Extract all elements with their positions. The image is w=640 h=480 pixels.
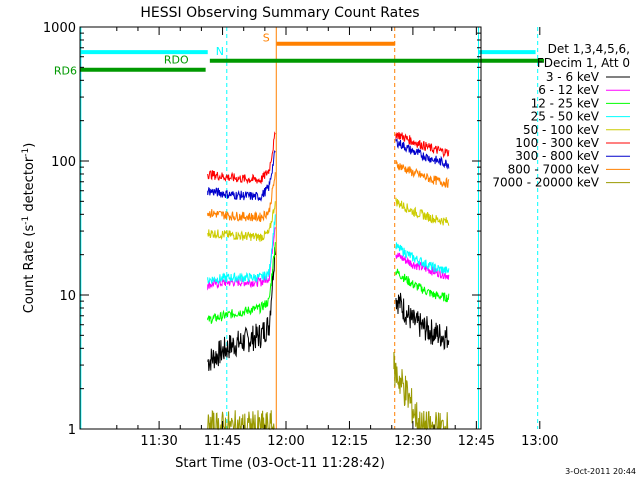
footer-date: 3-Oct-2011 20:44 xyxy=(565,467,636,476)
y-label-mid: detector xyxy=(22,156,37,216)
y-label-sup1: -1 xyxy=(21,216,31,225)
series-line-5-0 xyxy=(207,131,276,185)
series-line-1-0 xyxy=(207,227,276,291)
series-line-0-1 xyxy=(395,292,450,351)
legend-label-8: 7000 - 20000 keV xyxy=(492,176,599,190)
y-label-end: ) xyxy=(22,143,37,148)
plot-frame xyxy=(79,26,482,430)
y-axis-label: Count Rate (s-1 detector-1) xyxy=(21,143,37,314)
series-line-3-1 xyxy=(395,242,450,274)
y-tick-label-1: 10 xyxy=(59,289,76,304)
series-line-0-0 xyxy=(207,247,276,371)
series-line-4-1 xyxy=(395,197,450,226)
legend-label-3: 25 - 50 keV xyxy=(531,110,600,124)
flag-label-n: N xyxy=(216,45,224,58)
chart-title: HESSI Observing Summary Count Rates xyxy=(140,5,419,21)
legend-label-0: 3 - 6 keV xyxy=(546,70,600,84)
legend-label-4: 50 - 100 keV xyxy=(523,123,600,137)
series-line-2-1 xyxy=(395,268,450,303)
x-tick-label-6: 13:00 xyxy=(521,434,558,449)
x-axis-label: Start Time (03-Oct-11 11:28:42) xyxy=(175,456,385,471)
vertical-marker-lines xyxy=(80,27,539,429)
series-line-7-1 xyxy=(395,159,450,188)
axis-ticks: 11:30 11:45 12:00 12:15 12:30 12:45 13:00 1 10 10… xyxy=(43,21,559,449)
series-line-4-0 xyxy=(207,201,276,242)
series-line-3-0 xyxy=(207,214,276,285)
flag-label-s: S xyxy=(263,32,270,45)
series-line-5-1 xyxy=(395,132,450,159)
series-line-6-0 xyxy=(207,150,276,202)
flag-bars: N S RDO RD6 xyxy=(54,32,545,78)
series-line-2-0 xyxy=(207,242,276,324)
legend-label-1: 6 - 12 keV xyxy=(538,83,600,97)
series-line-6-1 xyxy=(395,138,450,170)
y-tick-label-2: 100 xyxy=(51,155,76,170)
x-tick-label-5: 12:45 xyxy=(458,434,495,449)
x-tick-label-0: 11:30 xyxy=(140,434,177,449)
legend-label-2: 12 - 25 keV xyxy=(531,96,600,110)
legend-label-6: 300 - 800 keV xyxy=(515,149,599,163)
x-tick-label-2: 12:00 xyxy=(267,434,304,449)
series-line-7-0 xyxy=(207,172,276,222)
y-tick-label-0: 1 xyxy=(68,423,76,438)
y-label-main: Count Rate (s xyxy=(22,225,37,314)
legend-header-line-2: FDecim 1, Att 0 xyxy=(537,56,630,70)
legend-label-7: 800 - 7000 keV xyxy=(508,162,600,176)
flag-label-rdo: RDO xyxy=(164,54,189,67)
x-tick-label-1: 11:45 xyxy=(204,434,241,449)
legend-label-5: 100 - 300 keV xyxy=(515,136,599,150)
y-label-sup2: -1 xyxy=(21,148,31,157)
x-tick-label-4: 12:30 xyxy=(394,434,431,449)
y-tick-label-3: 1000 xyxy=(43,21,76,36)
legend-header-line-1: Det 1,3,4,5,6, xyxy=(548,42,630,56)
x-tick-label-3: 12:15 xyxy=(331,434,368,449)
flag-label-rd6: RD6 xyxy=(54,65,77,78)
